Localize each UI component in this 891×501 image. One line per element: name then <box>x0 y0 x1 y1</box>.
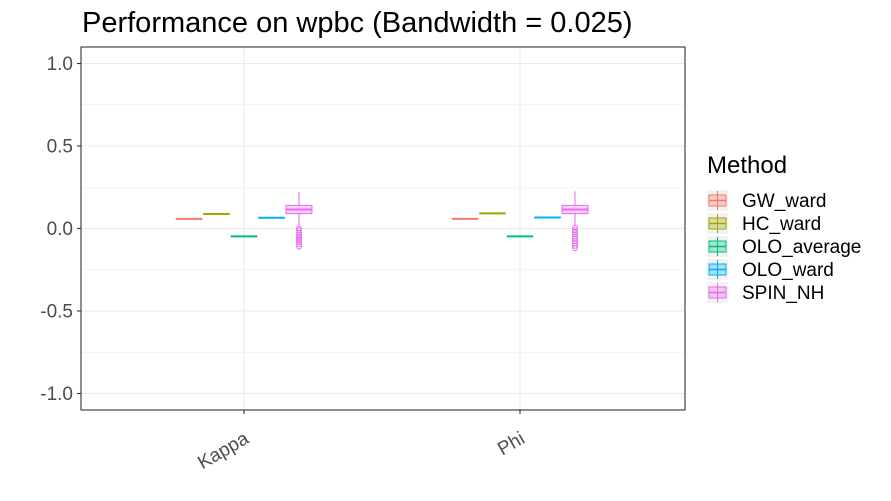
grid-lines <box>81 47 685 410</box>
legend-item-SPIN_NH: SPIN_NH <box>707 282 824 304</box>
legend-item-GW_ward: GW_ward <box>707 190 826 212</box>
outlier-point <box>572 242 578 249</box>
legend: Method GW_wardHC_wardOLO_averageOLO_ward… <box>707 152 861 304</box>
box-plots <box>175 191 589 252</box>
legend-item-OLO_ward: OLO_ward <box>707 259 834 281</box>
outlier-point <box>296 235 302 242</box>
legend-title: Method <box>707 152 787 179</box>
x-tick-label: Kappa <box>194 428 252 474</box>
legend-item-HC_ward: HC_ward <box>707 213 821 235</box>
legend-label: OLO_ward <box>742 260 834 281</box>
legend-item-OLO_average: OLO_average <box>707 236 861 258</box>
outlier-point <box>572 224 578 231</box>
outlier-point <box>296 225 302 232</box>
outlier-point <box>296 237 302 243</box>
legend-label: GW_ward <box>742 191 826 212</box>
y-tick-label: -1.0 <box>40 384 73 405</box>
legend-label: HC_ward <box>742 214 821 235</box>
outlier-point <box>572 231 578 238</box>
y-tick-label: 0.5 <box>47 137 73 158</box>
y-tick-label: 1.0 <box>47 54 73 75</box>
y-tick-label: -0.5 <box>40 302 73 323</box>
y-tick-label: 0.0 <box>47 219 73 240</box>
outlier-point <box>296 241 302 248</box>
outlier-point <box>572 227 578 234</box>
box-SPIN_NH-Kappa <box>285 192 313 250</box>
outlier-point <box>572 233 578 240</box>
chart-title: Performance on wpbc (Bandwidth = 0.025) <box>82 7 633 39</box>
legend-label: OLO_average <box>742 237 861 258</box>
x-tick-label: Phi <box>494 428 528 460</box>
outlier-point <box>572 245 578 252</box>
outlier-point <box>296 229 302 236</box>
outlier-point <box>296 243 302 250</box>
legend-label: SPIN_NH <box>742 283 824 304</box>
box-SPIN_NH-Phi <box>561 191 589 252</box>
